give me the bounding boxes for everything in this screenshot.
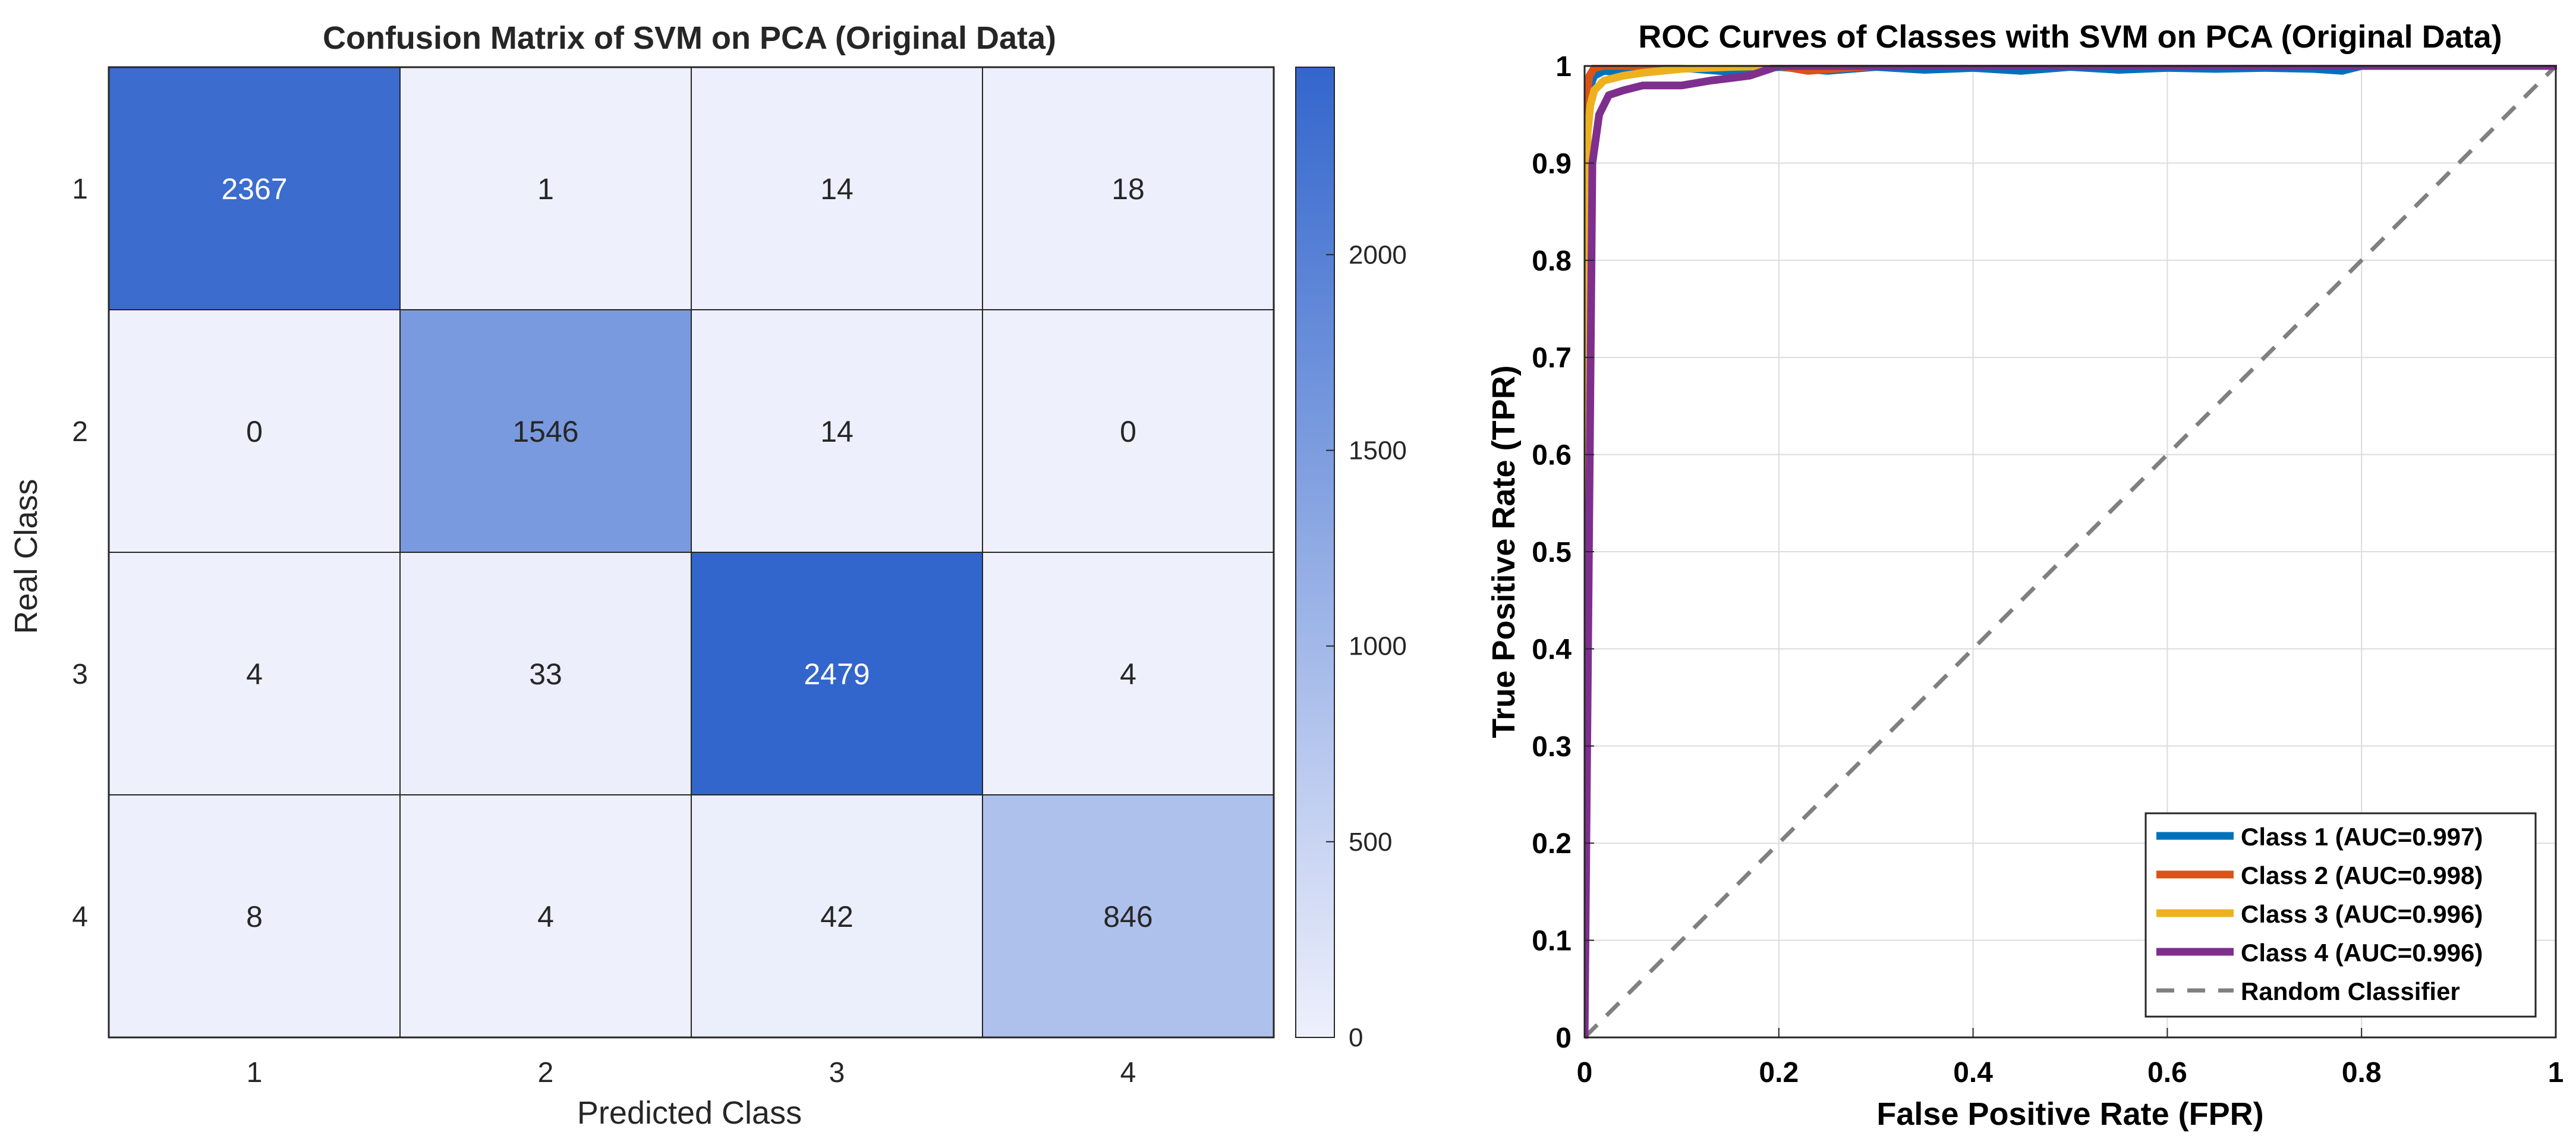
heatmap-cell-value: 2479 (804, 658, 870, 691)
legend-label: Class 1 (AUC=0.997) (2241, 823, 2483, 851)
heatmap-cell-value: 33 (529, 658, 562, 691)
roc-legend: Class 1 (AUC=0.997) Class 2 (AUC=0.998) Cl… (2146, 813, 2536, 1017)
heatmap-cell-value: 846 (1103, 900, 1152, 933)
legend-label: Class 3 (AUC=0.996) (2241, 900, 2483, 928)
heatmap-cell-value: 4 (246, 658, 263, 691)
confusion-matrix-y-axis-label: Real Class (8, 479, 44, 634)
x-tick-label: 1 (247, 1057, 263, 1089)
heatmap-cell-value: 4 (1120, 658, 1136, 691)
heatmap-cell-value: 8 (246, 900, 263, 933)
legend-label: Class 4 (AUC=0.996) (2241, 939, 2483, 967)
y-tick-label: 2 (72, 416, 88, 448)
confusion-matrix-title: Confusion Matrix of SVM on PCA (Original… (323, 20, 1056, 56)
y-tick-label: 0.5 (1532, 537, 1572, 568)
confusion-matrix-cells: 2367 1 14 18 0 1546 14 0 4 33 2479 4 8 4 42 846 (109, 67, 1274, 1037)
heatmap-cell-value: 14 (820, 415, 854, 448)
x-tick-label: 0.2 (1759, 1057, 1799, 1089)
heatmap-cell-value: 1546 (512, 415, 578, 448)
roc-title: ROC Curves of Classes with SVM on PCA (O… (1638, 19, 2502, 55)
colorbar-tick-label: 1000 (1349, 632, 1407, 661)
roc-panel: ROC Curves of Classes with SVM on PCA (O… (1486, 19, 2564, 1132)
x-tick-label: 0.4 (1953, 1057, 1993, 1089)
x-tick-label: 1 (2548, 1057, 2564, 1089)
x-tick-label: 3 (829, 1057, 845, 1089)
heatmap-cell-value: 42 (820, 900, 854, 933)
roc-y-axis-label: True Positive Rate (TPR) (1486, 365, 1522, 738)
x-tick-label: 4 (1120, 1057, 1136, 1089)
y-tick-label: 1 (72, 174, 88, 205)
y-tick-label: 0.2 (1532, 828, 1572, 860)
x-tick-label: 0 (1577, 1057, 1593, 1089)
confusion-matrix-x-axis-label: Predicted Class (577, 1095, 802, 1131)
colorbar-tick-label: 0 (1349, 1023, 1363, 1052)
heatmap-cell-value: 14 (820, 172, 854, 206)
colorbar-tick-label: 1500 (1349, 436, 1407, 466)
heatmap-cell-value: 0 (246, 415, 263, 448)
heatmap-cell-value: 0 (1120, 415, 1136, 448)
heatmap-cell-value: 18 (1111, 172, 1145, 206)
y-tick-label: 0.6 (1532, 440, 1572, 471)
colorbar-tick-label: 2000 (1349, 240, 1407, 269)
x-tick-label: 2 (538, 1057, 554, 1089)
x-tick-label: 0.6 (2147, 1057, 2187, 1089)
legend-label: Random Classifier (2241, 977, 2460, 1005)
heatmap-cell-value: 2367 (221, 172, 287, 206)
y-tick-label: 0.3 (1532, 731, 1572, 763)
y-tick-label: 1 (1555, 51, 1572, 83)
y-tick-label: 0.4 (1532, 634, 1572, 665)
x-tick-label: 0.8 (2342, 1057, 2382, 1089)
roc-x-axis-label: False Positive Rate (FPR) (1876, 1096, 2263, 1132)
y-tick-label: 0.9 (1532, 148, 1572, 180)
confusion-matrix-panel: Confusion Matrix of SVM on PCA (Original… (8, 20, 1274, 1131)
y-tick-label: 4 (72, 901, 88, 933)
legend-label: Class 2 (AUC=0.998) (2241, 861, 2483, 889)
y-tick-label: 3 (72, 659, 88, 690)
y-tick-label: 0.1 (1532, 926, 1572, 957)
y-tick-label: 0.8 (1532, 246, 1572, 277)
colorbar-tick-label: 500 (1349, 828, 1392, 857)
y-tick-label: 0 (1555, 1023, 1572, 1054)
figure: Confusion Matrix of SVM on PCA (Original… (0, 0, 2576, 1148)
y-tick-label: 0.7 (1532, 342, 1572, 374)
heatmap-cell-value: 1 (537, 172, 554, 206)
heatmap-cell-value: 4 (537, 900, 554, 933)
colorbar-gradient (1296, 67, 1334, 1037)
